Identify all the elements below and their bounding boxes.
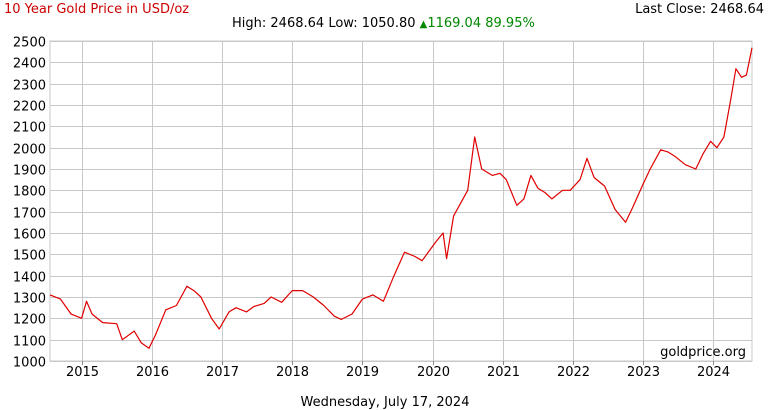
price-stats: High: 2468.64 Low: 1050.80 ▲1169.04 89.9…: [232, 16, 535, 31]
y-tick-label: 1700: [13, 207, 46, 222]
gold-price-line: [49, 47, 753, 349]
last-close-value: 2468.64: [710, 2, 764, 17]
y-tick-label: 1300: [13, 292, 46, 307]
y-tick-label: 1000: [13, 356, 46, 371]
x-axis-ticks: 2015 2016 2017 2018 2019 2020 2021 2022 2023 2024: [66, 361, 730, 380]
plot-frame: [49, 40, 753, 362]
y-tick-label: 1600: [13, 228, 46, 243]
up-triangle-icon: ▲: [419, 19, 428, 30]
y-axis-ticks: 2500 2400 2300 2200 2100 2000 1900 1800 1700 1600…: [13, 36, 46, 371]
y-tick-label: 2400: [13, 57, 46, 72]
y-tick-label: 2000: [13, 143, 46, 158]
high-value: 2468.64: [270, 16, 325, 31]
x-tick-label: 2022: [557, 365, 590, 380]
x-tick-label: 2021: [487, 365, 520, 380]
change-value: 1169.04: [427, 16, 482, 31]
x-tick-label: 2019: [346, 365, 379, 380]
y-tick-label: 2100: [13, 121, 46, 136]
low-label: Low:: [328, 16, 358, 31]
y-tick-label: 1200: [13, 313, 46, 328]
x-tick-label: 2017: [206, 365, 239, 380]
y-tick-label: 2500: [13, 36, 46, 51]
last-close: Last Close: 2468.64: [635, 2, 764, 17]
x-tick-label: 2024: [697, 365, 730, 380]
y-tick-label: 1900: [13, 164, 46, 179]
x-tick-label: 2016: [136, 365, 169, 380]
x-tick-label: 2015: [66, 365, 99, 380]
chart-title: 10 Year Gold Price in USD/oz: [4, 2, 190, 17]
x-tick-label: 2023: [627, 365, 660, 380]
x-tick-label: 2020: [417, 365, 450, 380]
y-tick-label: 2300: [13, 79, 46, 94]
y-tick-label: 1800: [13, 185, 46, 200]
x-tick-label: 2018: [276, 365, 309, 380]
high-label: High:: [232, 16, 267, 31]
grid: [49, 40, 753, 362]
y-tick-label: 2200: [13, 100, 46, 115]
change-percent: 89.95%: [485, 16, 535, 31]
chart-date: Wednesday, July 17, 2024: [300, 395, 470, 410]
last-close-label: Last Close:: [635, 2, 707, 17]
series-layer: [49, 47, 753, 349]
y-tick-label: 1500: [13, 249, 46, 264]
y-tick-label: 1400: [13, 271, 46, 286]
y-tick-label: 1100: [13, 335, 46, 350]
watermark: goldprice.org: [660, 345, 746, 360]
low-value: 1050.80: [361, 16, 416, 31]
